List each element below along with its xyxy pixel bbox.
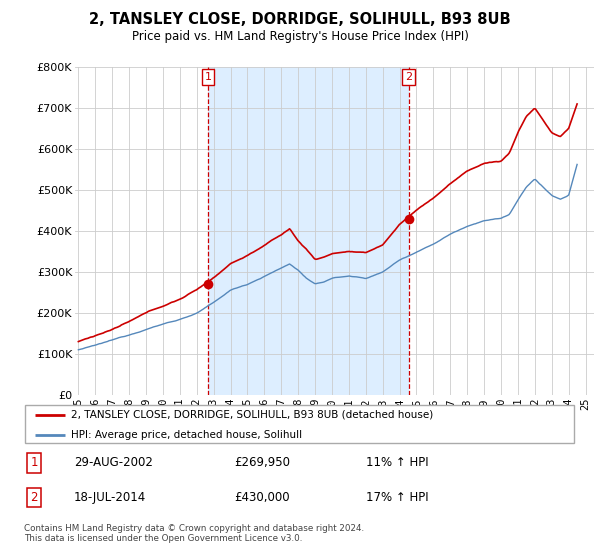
Text: 29-AUG-2002: 29-AUG-2002 (74, 456, 152, 469)
FancyBboxPatch shape (25, 405, 574, 443)
Text: 2: 2 (405, 72, 412, 82)
Text: 2, TANSLEY CLOSE, DORRIDGE, SOLIHULL, B93 8UB (detached house): 2, TANSLEY CLOSE, DORRIDGE, SOLIHULL, B9… (71, 410, 433, 420)
Text: Price paid vs. HM Land Registry's House Price Index (HPI): Price paid vs. HM Land Registry's House … (131, 30, 469, 43)
Text: £430,000: £430,000 (234, 491, 289, 504)
Text: 18-JUL-2014: 18-JUL-2014 (74, 491, 146, 504)
Text: 17% ↑ HPI: 17% ↑ HPI (366, 491, 429, 504)
Text: 1: 1 (30, 456, 38, 469)
Text: 11% ↑ HPI: 11% ↑ HPI (366, 456, 429, 469)
Text: 1: 1 (205, 72, 211, 82)
Text: £269,950: £269,950 (234, 456, 290, 469)
Text: 2, TANSLEY CLOSE, DORRIDGE, SOLIHULL, B93 8UB: 2, TANSLEY CLOSE, DORRIDGE, SOLIHULL, B9… (89, 12, 511, 27)
Text: 2: 2 (30, 491, 38, 504)
Text: HPI: Average price, detached house, Solihull: HPI: Average price, detached house, Soli… (71, 430, 302, 440)
Text: Contains HM Land Registry data © Crown copyright and database right 2024.
This d: Contains HM Land Registry data © Crown c… (24, 524, 364, 543)
Bar (208, 67, 409, 395)
